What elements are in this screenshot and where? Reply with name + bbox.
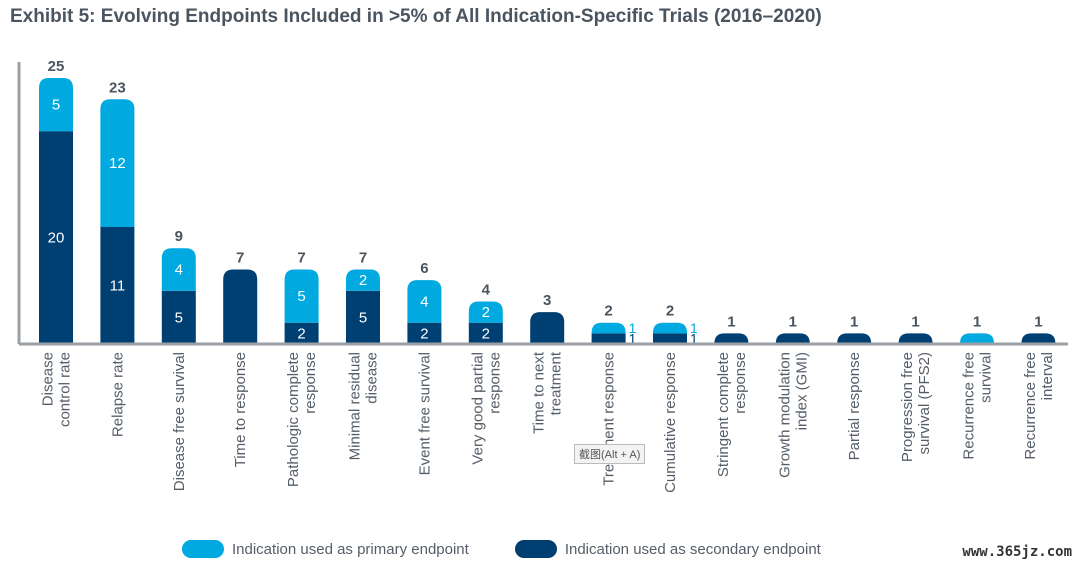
legend-item-secondary: Indication used as secondary endpoint [514, 540, 821, 558]
total-label: 2 [666, 303, 674, 320]
category-label: Diseasecontrol rate [40, 352, 74, 427]
category-label: Disease free survival [171, 352, 188, 491]
bar-primary [960, 333, 994, 344]
category-label: Pathologic completeresponse [285, 352, 319, 487]
category-label: Relapse rate [109, 352, 126, 437]
total-label: 23 [109, 79, 126, 96]
category-label: Stringent completeresponse [715, 352, 749, 477]
bar-secondary [468, 322, 503, 344]
value-label-secondary: 11 [110, 277, 126, 294]
category-label: Cumulative response [662, 352, 679, 493]
category-label: Very good partialresponse [469, 352, 503, 465]
legend-item-primary: Indication used as primary endpoint [182, 540, 469, 558]
category-label: Partial response [846, 352, 863, 460]
category-label: Recurrence freesurvival [961, 352, 995, 460]
bar-primary [39, 78, 73, 132]
total-label: 1 [911, 313, 919, 330]
value-label-primary: 4 [175, 262, 183, 279]
category-label: Treatment response [601, 352, 618, 486]
value-label-secondary: 20 [48, 230, 65, 247]
bar-primary [161, 248, 196, 291]
bar-primary [591, 322, 626, 334]
screenshot-tooltip: 截图(Alt + A) [574, 444, 646, 464]
value-label-secondary: 2 [482, 325, 490, 342]
value-label-primary: 1 [629, 320, 637, 336]
value-label-secondary: 5 [175, 309, 183, 326]
bar-secondary [775, 333, 810, 344]
total-label: 25 [48, 58, 65, 75]
total-label: 1 [789, 313, 797, 330]
legend-label-secondary: Indication used as secondary endpoint [564, 540, 821, 558]
bar-secondary [39, 131, 73, 344]
value-label-primary: 2 [482, 304, 490, 321]
total-label: 1 [850, 313, 858, 330]
value-label-primary: 4 [420, 293, 428, 310]
value-label-primary: 2 [359, 272, 367, 289]
bar-secondary [1021, 333, 1056, 344]
bar-primary [100, 99, 135, 227]
watermark: www.365jz.com [962, 544, 1072, 560]
bar-secondary [346, 290, 380, 344]
total-label: 1 [1034, 313, 1042, 330]
total-label: 7 [236, 250, 244, 267]
chart-title: Exhibit 5: Evolving Endpoints Included i… [10, 6, 822, 27]
category-label: Progression freesurvival (PFS2) [899, 352, 933, 462]
value-label-secondary: 1 [690, 331, 698, 347]
bar-secondary [100, 226, 135, 344]
value-label-secondary: 2 [420, 325, 428, 342]
value-label-primary: 1 [690, 320, 698, 336]
value-label-primary: 5 [52, 97, 60, 114]
bar-secondary [898, 333, 933, 344]
category-label: Minimal residualdisease [347, 352, 381, 460]
value-label-primary: 5 [297, 288, 305, 305]
bar-primary [468, 301, 503, 323]
value-label-secondary: 2 [297, 325, 305, 342]
bar-secondary [714, 333, 749, 344]
bar-primary [284, 269, 319, 323]
bar-secondary [653, 333, 687, 344]
legend-label-primary: Indication used as primary endpoint [232, 540, 469, 558]
legend-swatch-secondary [514, 540, 557, 558]
bar-secondary [284, 322, 319, 344]
legend-swatch-primary [182, 540, 224, 558]
category-label: Recurrence freeinterval [1022, 352, 1056, 460]
bar-primary [653, 322, 687, 334]
bar-secondary [591, 333, 626, 344]
category-label: Event free survival [416, 352, 433, 475]
value-label-secondary: 5 [359, 309, 367, 326]
legend: Indication used as primary endpoint Indi… [182, 538, 867, 560]
total-label: 1 [973, 313, 981, 330]
total-label: 7 [359, 250, 367, 267]
bar-secondary [223, 269, 258, 344]
category-label: Time to response [232, 352, 249, 467]
value-label-secondary: 1 [629, 331, 637, 347]
bar-secondary [837, 333, 872, 344]
total-label: 4 [482, 281, 491, 298]
total-label: 7 [297, 250, 305, 267]
category-label: Growth modulationindex (GMI) [776, 352, 810, 478]
value-label-primary: 12 [109, 155, 126, 172]
total-label: 9 [175, 228, 183, 245]
bar-secondary [407, 322, 442, 344]
category-label: Time to nexttreatment [531, 351, 565, 434]
bar-secondary [161, 290, 196, 344]
total-label: 6 [420, 260, 428, 277]
total-label: 1 [727, 313, 735, 330]
bar-primary [346, 269, 380, 291]
bar-secondary [530, 312, 565, 344]
total-label: 3 [543, 292, 551, 309]
total-label: 2 [604, 303, 612, 320]
bar-primary [407, 280, 442, 323]
